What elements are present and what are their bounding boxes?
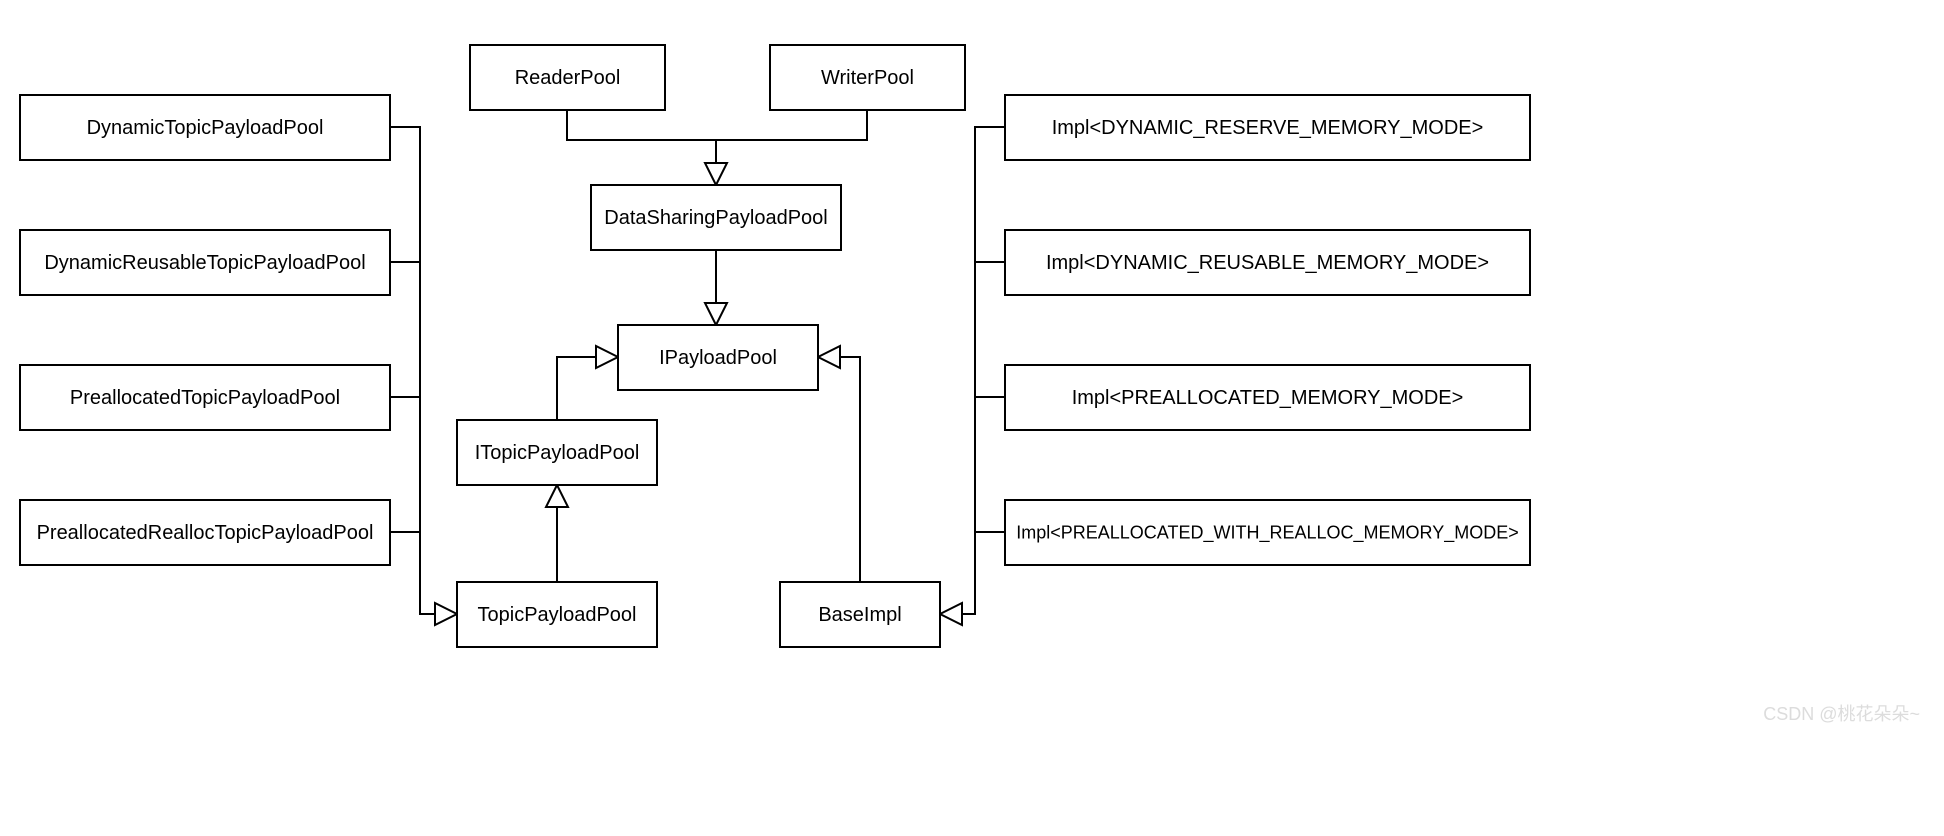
node-baseimpl: BaseImpl bbox=[780, 582, 940, 647]
node-prealloc_topic: PreallocatedTopicPayloadPool bbox=[20, 365, 390, 430]
node-label-impl_dyn_reserve: Impl<DYNAMIC_RESERVE_MEMORY_MODE> bbox=[1052, 117, 1484, 139]
node-ipayload: IPayloadPool bbox=[618, 325, 818, 390]
node-writer_pool: WriterPool bbox=[770, 45, 965, 110]
node-label-dynamic_reusable: DynamicReusableTopicPayloadPool bbox=[44, 252, 365, 274]
node-dynamic_reusable: DynamicReusableTopicPayloadPool bbox=[20, 230, 390, 295]
node-label-topicpayload: TopicPayloadPool bbox=[478, 604, 637, 626]
node-label-prealloc_topic: PreallocatedTopicPayloadPool bbox=[70, 387, 340, 409]
node-label-itopicpayload: ITopicPayloadPool bbox=[475, 442, 640, 464]
node-topicpayload: TopicPayloadPool bbox=[457, 582, 657, 647]
node-reader_pool: ReaderPool bbox=[470, 45, 665, 110]
node-itopicpayload: ITopicPayloadPool bbox=[457, 420, 657, 485]
node-label-baseimpl: BaseImpl bbox=[818, 604, 901, 626]
node-label-prealloc_realloc: PreallocatedReallocTopicPayloadPool bbox=[37, 522, 374, 544]
class-diagram: DynamicTopicPayloadPool DynamicReusableTo… bbox=[0, 0, 1944, 836]
node-label-impl_prealloc_re: Impl<PREALLOCATED_WITH_REALLOC_MEMORY_MO… bbox=[1016, 522, 1518, 543]
node-impl_dyn_reusable: Impl<DYNAMIC_REUSABLE_MEMORY_MODE> bbox=[1005, 230, 1530, 295]
node-datasharing: DataSharingPayloadPool bbox=[591, 185, 841, 250]
watermark: CSDN @桃花朵朵~ bbox=[1763, 704, 1920, 724]
node-label-dynamic_topic: DynamicTopicPayloadPool bbox=[87, 117, 324, 139]
node-label-reader_pool: ReaderPool bbox=[515, 67, 621, 89]
node-label-impl_prealloc: Impl<PREALLOCATED_MEMORY_MODE> bbox=[1072, 387, 1464, 409]
node-label-writer_pool: WriterPool bbox=[821, 67, 914, 89]
node-prealloc_realloc: PreallocatedReallocTopicPayloadPool bbox=[20, 500, 390, 565]
node-label-ipayload: IPayloadPool bbox=[659, 347, 777, 369]
node-label-impl_dyn_reusable: Impl<DYNAMIC_REUSABLE_MEMORY_MODE> bbox=[1046, 252, 1489, 274]
node-dynamic_topic: DynamicTopicPayloadPool bbox=[20, 95, 390, 160]
node-label-datasharing: DataSharingPayloadPool bbox=[604, 207, 828, 229]
node-impl_prealloc_re: Impl<PREALLOCATED_WITH_REALLOC_MEMORY_MO… bbox=[1005, 500, 1530, 565]
node-impl_prealloc: Impl<PREALLOCATED_MEMORY_MODE> bbox=[1005, 365, 1530, 430]
node-impl_dyn_reserve: Impl<DYNAMIC_RESERVE_MEMORY_MODE> bbox=[1005, 95, 1530, 160]
